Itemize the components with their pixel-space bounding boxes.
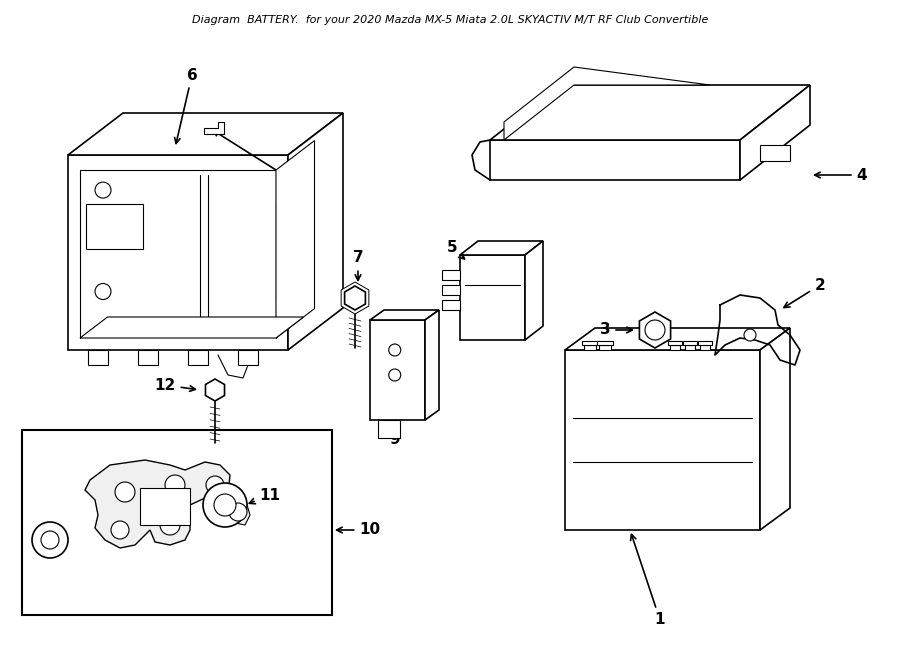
Circle shape: [214, 494, 236, 516]
Polygon shape: [597, 341, 613, 345]
Polygon shape: [88, 350, 108, 365]
Polygon shape: [442, 270, 460, 280]
Polygon shape: [68, 155, 288, 350]
Circle shape: [95, 182, 111, 198]
Polygon shape: [740, 85, 810, 180]
Circle shape: [32, 522, 68, 558]
Circle shape: [206, 476, 224, 494]
Circle shape: [41, 531, 59, 549]
Polygon shape: [220, 495, 250, 525]
Polygon shape: [370, 310, 439, 320]
Circle shape: [165, 475, 185, 495]
Polygon shape: [698, 341, 712, 345]
Text: 5: 5: [446, 241, 464, 259]
Polygon shape: [425, 310, 439, 420]
Polygon shape: [460, 255, 525, 340]
Polygon shape: [565, 350, 760, 530]
Polygon shape: [370, 320, 425, 420]
Text: 9: 9: [390, 426, 400, 447]
Polygon shape: [188, 350, 208, 365]
Text: 2: 2: [784, 278, 825, 307]
Polygon shape: [584, 345, 596, 350]
Polygon shape: [138, 350, 158, 365]
Text: 11: 11: [249, 488, 281, 504]
Polygon shape: [639, 312, 670, 348]
Polygon shape: [760, 328, 790, 530]
Circle shape: [95, 284, 111, 299]
Polygon shape: [378, 420, 400, 438]
Text: 6: 6: [175, 67, 197, 143]
Circle shape: [389, 344, 400, 356]
Polygon shape: [288, 113, 343, 350]
Polygon shape: [683, 341, 697, 345]
Polygon shape: [341, 282, 369, 314]
Text: 12: 12: [155, 377, 195, 393]
Polygon shape: [442, 285, 460, 295]
Polygon shape: [140, 488, 190, 525]
Polygon shape: [86, 204, 143, 249]
Polygon shape: [205, 379, 224, 401]
Polygon shape: [460, 241, 543, 255]
Polygon shape: [582, 341, 598, 345]
Text: 7: 7: [353, 251, 364, 280]
Polygon shape: [668, 341, 682, 345]
Polygon shape: [565, 328, 790, 350]
Circle shape: [203, 483, 247, 527]
Polygon shape: [599, 345, 611, 350]
Circle shape: [744, 329, 756, 341]
Polygon shape: [276, 141, 314, 338]
Polygon shape: [204, 122, 224, 134]
Polygon shape: [80, 317, 303, 338]
Polygon shape: [525, 241, 543, 340]
Circle shape: [229, 503, 247, 521]
Polygon shape: [685, 345, 695, 350]
Circle shape: [389, 369, 400, 381]
Text: Diagram  BATTERY.  for your 2020 Mazda MX-5 Miata 2.0L SKYACTIV M/T RF Club Conv: Diagram BATTERY. for your 2020 Mazda MX-…: [192, 15, 708, 25]
Circle shape: [115, 482, 135, 502]
Polygon shape: [68, 113, 343, 155]
Text: 4: 4: [814, 167, 868, 182]
Polygon shape: [238, 350, 258, 365]
Bar: [22, 430, 332, 615]
Circle shape: [645, 320, 665, 340]
Polygon shape: [700, 345, 710, 350]
Text: 10: 10: [337, 522, 381, 537]
Polygon shape: [442, 300, 460, 310]
Polygon shape: [760, 145, 790, 161]
Text: 8: 8: [213, 130, 301, 190]
Text: 3: 3: [599, 323, 633, 338]
Polygon shape: [670, 345, 680, 350]
Polygon shape: [490, 140, 740, 180]
Circle shape: [160, 515, 180, 535]
Polygon shape: [85, 460, 230, 548]
Polygon shape: [504, 67, 710, 140]
Circle shape: [111, 521, 129, 539]
Polygon shape: [490, 85, 810, 140]
Text: 1: 1: [631, 534, 665, 627]
Polygon shape: [345, 286, 365, 310]
